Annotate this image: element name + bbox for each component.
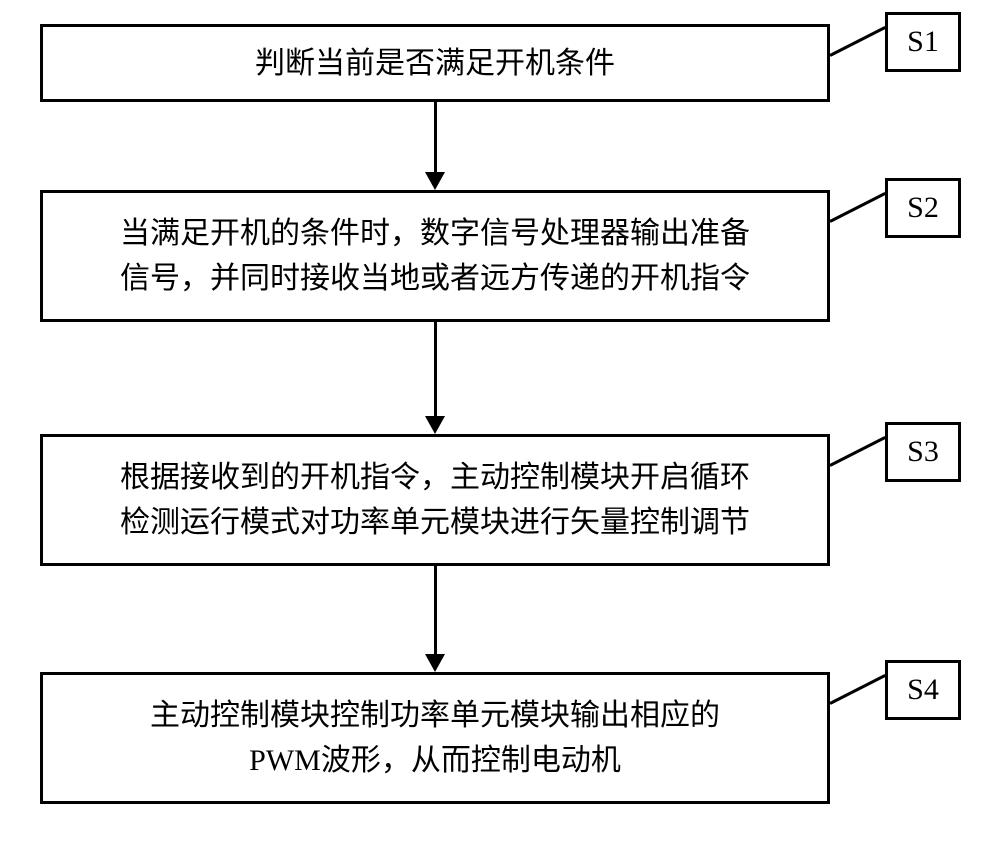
arrow-shaft: [434, 102, 437, 172]
step-label-box: S2: [885, 178, 961, 238]
arrow-head-icon: [425, 654, 445, 672]
step-text: 主动控制模块控制功率单元模块输出相应的 PWM波形，从而控制电动机: [128, 693, 742, 783]
arrow-shaft: [434, 322, 437, 416]
step-label: S3: [907, 435, 939, 469]
label-connector: [829, 26, 885, 57]
step-row-s1: 判断当前是否满足开机条件S1: [40, 24, 830, 102]
step-text: 当满足开机的条件时，数字信号处理器输出准备 信号，并同时接收当地或者远方传递的开…: [98, 211, 772, 301]
step-box-s2: 当满足开机的条件时，数字信号处理器输出准备 信号，并同时接收当地或者远方传递的开…: [40, 190, 830, 322]
step-label-box: S4: [885, 660, 961, 720]
step-label: S1: [907, 25, 939, 59]
step-label-box: S3: [885, 422, 961, 482]
step-label: S2: [907, 191, 939, 225]
step-label-box: S1: [885, 12, 961, 72]
arrow-head-icon: [425, 416, 445, 434]
flowchart: 判断当前是否满足开机条件S1 当满足开机的条件时，数字信号处理器输出准备 信号，并…: [40, 24, 830, 804]
step-text: 判断当前是否满足开机条件: [233, 41, 637, 86]
step-row-s2: 当满足开机的条件时，数字信号处理器输出准备 信号，并同时接收当地或者远方传递的开…: [40, 190, 830, 322]
label-connector: [829, 192, 885, 223]
arrow-head-icon: [425, 172, 445, 190]
arrow-down: [40, 566, 830, 672]
arrow-down: [40, 322, 830, 434]
step-box-s4: 主动控制模块控制功率单元模块输出相应的 PWM波形，从而控制电动机: [40, 672, 830, 804]
arrow-shaft: [434, 566, 437, 654]
step-row-s3: 根据接收到的开机指令，主动控制模块开启循环 检测运行模式对功率单元模块进行矢量控…: [40, 434, 830, 566]
arrow-down: [40, 102, 830, 190]
label-connector: [829, 674, 885, 705]
step-box-s3: 根据接收到的开机指令，主动控制模块开启循环 检测运行模式对功率单元模块进行矢量控…: [40, 434, 830, 566]
step-box-s1: 判断当前是否满足开机条件: [40, 24, 830, 102]
step-row-s4: 主动控制模块控制功率单元模块输出相应的 PWM波形，从而控制电动机S4: [40, 672, 830, 804]
step-label: S4: [907, 673, 939, 707]
step-text: 根据接收到的开机指令，主动控制模块开启循环 检测运行模式对功率单元模块进行矢量控…: [98, 455, 772, 545]
label-connector: [829, 436, 885, 467]
